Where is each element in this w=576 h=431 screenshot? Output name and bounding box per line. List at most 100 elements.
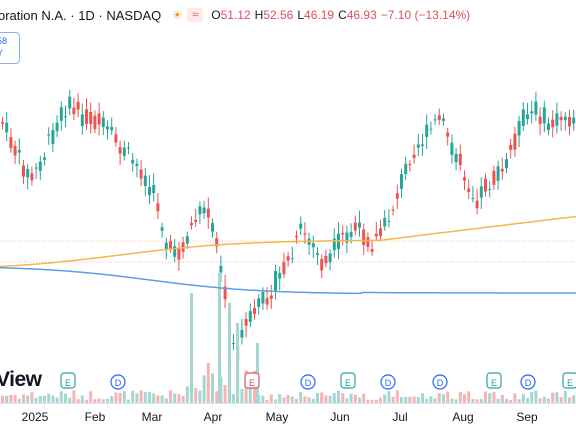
volume-bar	[198, 390, 202, 403]
volume-bar	[206, 363, 210, 403]
volume-bar	[194, 388, 198, 403]
candle-body	[332, 238, 336, 251]
candle-body	[395, 193, 399, 199]
candle-body	[173, 246, 177, 257]
volume-bar	[568, 397, 571, 403]
symbol-header: oration N.A. · 1D · NASDAQ ☀ ≈ O51.12 H5…	[0, 0, 576, 30]
volume-bar	[110, 395, 114, 403]
candle-body	[433, 119, 437, 121]
volume-bar	[442, 394, 445, 403]
volume-bar	[505, 398, 508, 403]
volume-bar	[265, 399, 269, 403]
candle-body	[568, 116, 571, 127]
volume-bar	[47, 393, 51, 403]
candle-body	[215, 238, 219, 247]
volume-bar	[513, 393, 517, 403]
candle-body	[122, 147, 126, 156]
candle-body	[530, 111, 534, 114]
volume-bar	[471, 399, 475, 403]
candle-body	[467, 188, 471, 192]
volume-bar	[416, 397, 420, 403]
volume-bar	[379, 397, 382, 403]
volume-spike	[190, 293, 193, 403]
volume-bar	[534, 390, 538, 403]
volume-bar	[22, 394, 25, 403]
volume-bar	[181, 395, 185, 403]
volume-bar	[572, 395, 576, 403]
dividend-marker[interactable]: D	[380, 374, 396, 390]
candle-body	[1, 122, 4, 124]
event-marker-label: E	[491, 378, 497, 388]
change-value: −7.10 (−13.14%)	[380, 8, 471, 22]
volume-bar	[496, 398, 500, 403]
volume-bar	[143, 392, 147, 403]
volume-bar	[55, 397, 59, 403]
candle-body	[38, 161, 42, 171]
volume-spike	[228, 303, 231, 403]
candle-body	[500, 168, 504, 172]
candle-body	[353, 222, 357, 231]
dividend-marker[interactable]: D	[432, 374, 448, 390]
tradingview-watermark: View	[0, 368, 42, 391]
volume-bar	[223, 384, 227, 403]
volume-bar	[68, 397, 72, 403]
volume-bar	[387, 391, 391, 403]
volume-bar	[500, 394, 504, 403]
volume-bar	[311, 398, 315, 403]
volume-bar	[328, 395, 332, 403]
volume-bar	[232, 394, 235, 403]
waves-icon[interactable]: ≈	[187, 8, 204, 22]
volume-bar	[475, 399, 479, 403]
candle-body	[563, 116, 567, 121]
volume-bar	[395, 390, 399, 403]
candle-body	[148, 186, 151, 196]
volume-bar	[164, 398, 168, 403]
candle-body	[303, 233, 307, 235]
indicator-badge[interactable]: 58 Y	[0, 32, 20, 64]
candle-body	[101, 117, 105, 128]
volume-bar	[362, 393, 366, 403]
dividend-marker[interactable]: D	[110, 374, 126, 390]
candle-body	[370, 249, 374, 252]
candle-body	[211, 223, 214, 232]
dividend-marker[interactable]: D	[300, 374, 316, 390]
volume-bar	[51, 395, 55, 403]
volume-bar	[358, 397, 361, 403]
candle-body	[320, 258, 324, 271]
sun-icon[interactable]: ☀	[171, 8, 183, 22]
candle-body	[219, 265, 223, 273]
volume-bar	[89, 391, 93, 403]
high-value: 52.56	[263, 8, 294, 22]
ma-long-line	[0, 215, 576, 268]
symbol-title[interactable]: oration N.A. · 1D · NASDAQ	[0, 7, 162, 23]
volume-bar	[269, 394, 273, 403]
candle-body	[547, 123, 550, 130]
candle-body	[421, 144, 424, 146]
candle-body	[450, 142, 454, 155]
candle-body	[22, 165, 25, 177]
dividend-marker[interactable]: D	[520, 374, 536, 390]
volume-bar	[106, 398, 109, 403]
candle-body	[17, 149, 21, 153]
earnings-marker[interactable]: E	[340, 372, 356, 389]
volume-bar	[13, 395, 17, 403]
volume-bar	[341, 393, 345, 403]
candle-body	[345, 232, 349, 243]
candle-body	[51, 130, 55, 145]
candle-body	[505, 159, 508, 169]
earnings-marker[interactable]: E	[244, 372, 260, 389]
earnings-marker[interactable]: E	[562, 372, 576, 389]
time-axis[interactable]: 2025 Feb Mar Apr May Jun Jul Aug Sep	[0, 403, 576, 431]
candle-body	[458, 153, 462, 166]
earnings-marker[interactable]: E	[60, 372, 76, 389]
candle-body	[488, 189, 492, 191]
volume-spike	[236, 323, 239, 403]
candle-body	[206, 208, 210, 218]
volume-bar	[446, 391, 450, 403]
earnings-marker[interactable]: E	[486, 372, 502, 389]
candle-body	[442, 118, 445, 121]
volume-bar	[479, 399, 483, 403]
volume-bar	[467, 391, 471, 403]
volume-bar	[303, 396, 307, 403]
